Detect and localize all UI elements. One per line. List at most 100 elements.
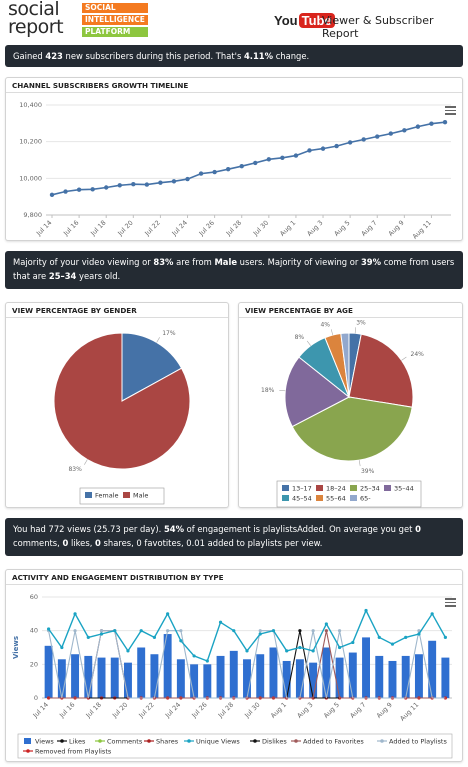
banner2-bold-4: 25–34: [48, 271, 77, 281]
unique-views-data-point: [417, 632, 421, 636]
x-tick-label: Jul 24: [170, 219, 189, 238]
pie-slice-male: [53, 332, 191, 470]
unique-views-data-point: [113, 629, 117, 633]
views-bar: [441, 657, 450, 698]
unique-views-data-point: [179, 639, 183, 643]
subscribers-data-point: [429, 121, 434, 126]
unique-views-data-point: [232, 629, 236, 633]
legend-item: Unique Views: [196, 738, 240, 746]
legend-item: Added to Playlists: [389, 738, 447, 746]
views-bar: [190, 664, 199, 698]
views-bar: [428, 640, 437, 698]
legend-swatch: [316, 485, 323, 491]
legend-item: Removed from Playlists: [35, 748, 112, 756]
unique-views-data-point: [377, 635, 381, 639]
x-tick-label: Aug 11: [411, 219, 433, 241]
legend-item: Female: [95, 492, 119, 500]
banner3-bold-4: 0: [95, 538, 101, 548]
banner2-text-5: years old.: [76, 271, 121, 281]
subscribers-series-line: [51, 121, 446, 196]
legend-item: 45–54: [292, 495, 312, 503]
y-tick-label: 10,400: [19, 101, 42, 109]
legend-item: 35–44: [394, 485, 414, 493]
added-to-favorites-data-point: [324, 629, 328, 633]
pie-label-connector: [156, 337, 160, 343]
pie-data-label: 83%: [68, 466, 82, 473]
unique-views-data-point: [73, 612, 77, 616]
pie-data-label: 39%: [361, 468, 375, 475]
logo-word-social: social: [8, 0, 60, 20]
y-tick-label: 0: [34, 694, 38, 702]
unique-views-data-point: [298, 645, 302, 650]
banner1-text-3: change.: [273, 51, 310, 61]
legend-marker: [380, 739, 384, 743]
pie-label-connector: [401, 356, 407, 361]
banner2-bold-1: 83%: [153, 257, 174, 267]
subscribers-data-point: [320, 146, 326, 151]
logo-tag-platform: PLATFORM: [82, 27, 148, 37]
banner3-text-1: You had 772 views (25.73 per day).: [13, 524, 164, 534]
unique-views-data-point: [245, 649, 249, 653]
x-tick-label: Aug 7: [360, 219, 379, 238]
views-bar: [243, 659, 251, 698]
unique-views-data-point: [152, 635, 157, 639]
legend-swatch: [350, 495, 357, 501]
subscribers-data-point: [347, 140, 353, 145]
views-bar: [150, 654, 159, 698]
y-tick-label: 20: [30, 660, 38, 668]
views-bar: [84, 655, 93, 698]
unique-views-data-point: [364, 608, 368, 613]
legend-swatch: [350, 485, 357, 491]
unique-views-data-point: [192, 654, 196, 658]
x-tick-label: Jul 20: [110, 701, 129, 720]
subscribers-data-point: [90, 187, 95, 192]
pie-data-label: 3%: [356, 319, 366, 326]
x-tick-label: Aug 9: [375, 701, 394, 720]
views-bar: [309, 662, 318, 698]
legend-item: 18–24: [326, 485, 346, 493]
views-bar: [388, 660, 397, 698]
activity-panel: ACTIVITY AND ENGAGEMENT DISTRIBUTION BY …: [5, 569, 463, 762]
y-tick-label: 10,200: [19, 138, 42, 146]
views-bar: [203, 664, 212, 698]
views-bar: [414, 654, 423, 698]
subscribers-data-point: [415, 124, 421, 129]
x-tick-label: Jul 16: [61, 219, 80, 238]
views-bar: [375, 655, 384, 698]
added-to-playlists-data-point: [73, 629, 77, 633]
pie-slice-35-44: [284, 356, 350, 428]
pie-data-label: 4%: [320, 321, 330, 328]
y-axis-label: Views: [12, 636, 20, 659]
subscribers-data-point: [239, 164, 244, 169]
unique-views-data-point: [271, 629, 276, 633]
legend-swatch: [282, 485, 289, 491]
legend-item: Views: [35, 738, 54, 746]
subscribers-data-point: [171, 179, 177, 184]
subscribers-data-point: [212, 169, 217, 175]
banner2-text-4: come from users that are: [13, 257, 455, 281]
legend-item: 25–34: [360, 485, 380, 493]
x-tick-label: Jul 28: [224, 219, 243, 238]
added-to-playlists-data-point: [99, 629, 104, 633]
subscribers-data-point: [131, 182, 136, 187]
legend-marker: [26, 749, 30, 753]
views-bar: [110, 657, 119, 698]
legend-swatch: [24, 738, 31, 744]
pie-data-label: 8%: [295, 334, 305, 341]
added-to-playlists-data-point: [311, 629, 315, 633]
unique-views-data-point: [99, 632, 104, 636]
x-tick-label: Jul 14: [31, 701, 50, 720]
pie-label-connector: [279, 389, 286, 392]
x-tick-label: Jul 18: [84, 701, 103, 720]
youtube-logo: You Tube: [274, 12, 335, 30]
unique-views-data-point: [337, 645, 342, 650]
banner1-bold-1: 423: [45, 51, 63, 61]
unique-views-data-point: [258, 632, 262, 636]
x-tick-label: Jul 20: [116, 219, 135, 238]
banner2-text-3: users. Majority of viewing or: [237, 257, 361, 267]
x-tick-label: Aug 3: [305, 219, 324, 238]
chart-menu-icon[interactable]: [445, 106, 456, 115]
chart-menu-icon[interactable]: [445, 598, 456, 607]
banner2-bold-2: Male: [214, 257, 238, 267]
x-tick-label: Aug 1: [269, 701, 288, 720]
